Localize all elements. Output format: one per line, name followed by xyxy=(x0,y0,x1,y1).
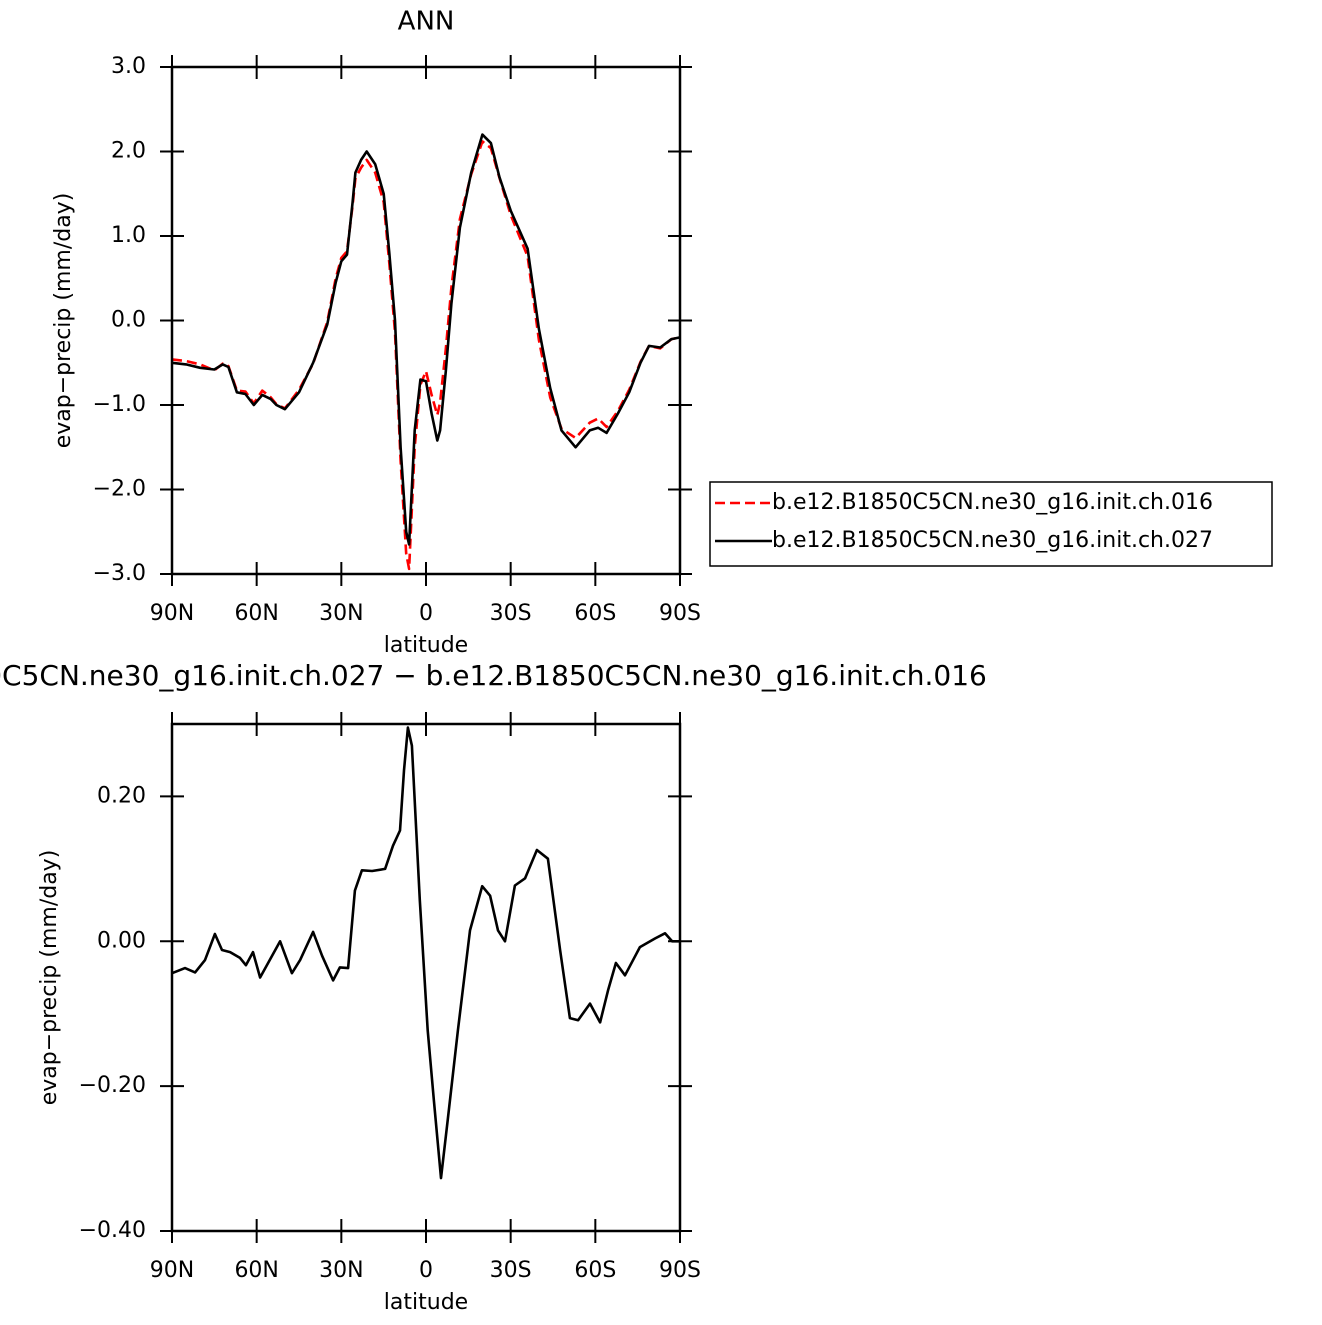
data-line xyxy=(171,726,680,1180)
x-tick-label: 60N xyxy=(234,601,278,626)
y-tick-label: −1.0 xyxy=(93,392,146,417)
x-tick-label: 90S xyxy=(659,1258,701,1283)
y-tick-label: 1.0 xyxy=(111,223,146,248)
chart-title: ANN xyxy=(398,7,455,37)
x-tick-label: 30N xyxy=(319,601,363,626)
x-tick-label: 0 xyxy=(419,601,433,626)
x-tick-label: 60N xyxy=(234,1258,278,1283)
x-tick-label: 60S xyxy=(574,601,616,626)
y-tick-label: 2.0 xyxy=(111,139,146,164)
y-tick-label: −3.0 xyxy=(93,561,146,586)
x-tick-label: 90N xyxy=(150,601,194,626)
x-tick-label: 30N xyxy=(319,1258,363,1283)
plot-frame xyxy=(170,722,682,1233)
y-tick-label: 3.0 xyxy=(111,54,146,79)
y-axis-label: evap−precip (mm/day) xyxy=(51,193,76,449)
data-line xyxy=(171,140,681,571)
y-tick-label: 0.00 xyxy=(97,928,146,953)
legend-label: b.e12.B1850C5CN.ne30_g16.init.ch.027 xyxy=(772,528,1213,553)
legend-label: b.e12.B1850C5CN.ne30_g16.init.ch.016 xyxy=(772,490,1213,515)
x-tick-label: 90N xyxy=(150,1258,194,1283)
y-tick-label: −2.0 xyxy=(93,477,146,502)
x-tick-label: 30S xyxy=(490,1258,532,1283)
plot-frame xyxy=(170,65,682,576)
y-tick-label: 0.0 xyxy=(111,308,146,333)
y-tick-label: −0.20 xyxy=(79,1073,146,1098)
chart-title: b.e12.B1850C5CN.ne30_g16.init.ch.027 − b… xyxy=(0,659,987,692)
x-tick-label: 90S xyxy=(659,601,701,626)
x-tick-label: 60S xyxy=(574,1258,616,1283)
x-tick-label: 0 xyxy=(419,1258,433,1283)
y-tick-label: 0.20 xyxy=(97,783,146,808)
x-axis-label: latitude xyxy=(384,633,468,658)
y-tick-label: −0.40 xyxy=(79,1218,146,1243)
legend-box xyxy=(709,481,1273,567)
data-line xyxy=(171,133,681,546)
x-tick-label: 30S xyxy=(490,601,532,626)
x-axis-label: latitude xyxy=(384,1290,468,1315)
y-axis-label: evap−precip (mm/day) xyxy=(37,850,62,1106)
